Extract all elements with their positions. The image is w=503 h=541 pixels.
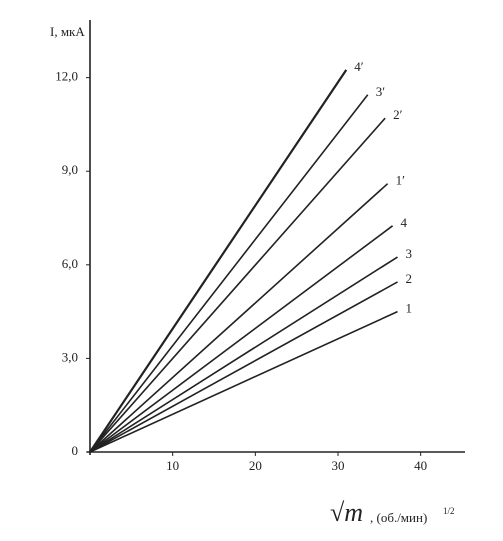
- line: [89, 281, 398, 453]
- line-label: 1′: [396, 173, 406, 188]
- line: [89, 117, 386, 453]
- x-tick-label: 40: [414, 458, 427, 473]
- line: [89, 183, 389, 453]
- line-label: 2′: [393, 107, 403, 122]
- line: [89, 94, 369, 453]
- y-tick-label: 12,0: [55, 69, 78, 84]
- line-label: 4′: [354, 59, 364, 74]
- line: [89, 310, 398, 453]
- line-label: 3: [406, 246, 413, 261]
- x-axis-unit-sup: 1/2: [443, 506, 455, 516]
- line-label: 1: [406, 301, 413, 316]
- x-tick-label: 20: [249, 458, 262, 473]
- y-tick-label: 9,0: [62, 162, 78, 177]
- line-label: 3′: [376, 84, 386, 99]
- x-tick-label: 10: [166, 458, 179, 473]
- line: [89, 225, 394, 453]
- y-axis-label: I, мкА: [50, 24, 85, 39]
- x-tick-label: 30: [332, 458, 345, 473]
- line: [89, 69, 348, 453]
- x-axis-unit: , (об./мин): [370, 510, 427, 525]
- line: [89, 256, 398, 453]
- line-label: 4: [401, 215, 408, 230]
- y-tick-label: 6,0: [62, 256, 78, 271]
- x-axis-label: √m: [330, 498, 363, 527]
- y-tick-label: 3,0: [62, 349, 78, 364]
- line-label: 2: [406, 271, 413, 286]
- y-tick-label: 0: [72, 443, 79, 458]
